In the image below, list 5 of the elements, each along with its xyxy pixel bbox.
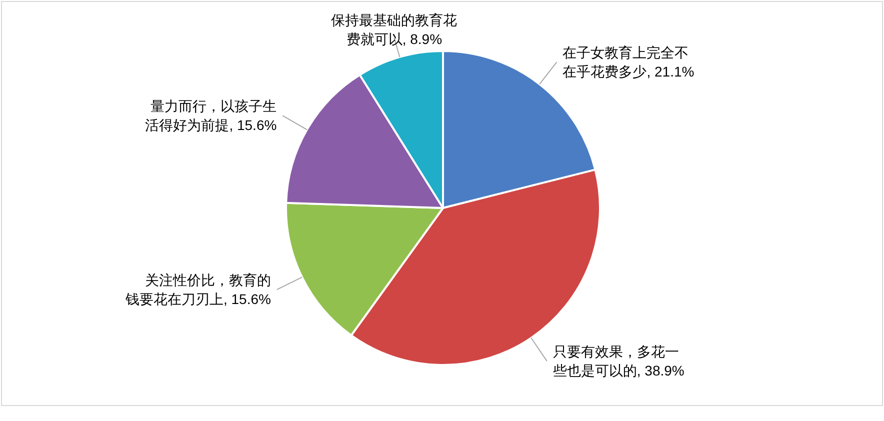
slice-label: 量力而行，以孩子生活得好为前提, 15.6% [145,98,277,134]
slice-label: 在子女教育上完全不在乎花费多少, 21.1% [562,44,694,80]
slice-label: 保持最基础的教育花费就可以, 8.9% [331,12,458,47]
slice-label: 只要有效果，多花一些也是可以的, 38.9% [552,344,684,379]
slice-label: 关注性价比，教育的钱要花在刀刃上, 15.6% [124,272,271,308]
